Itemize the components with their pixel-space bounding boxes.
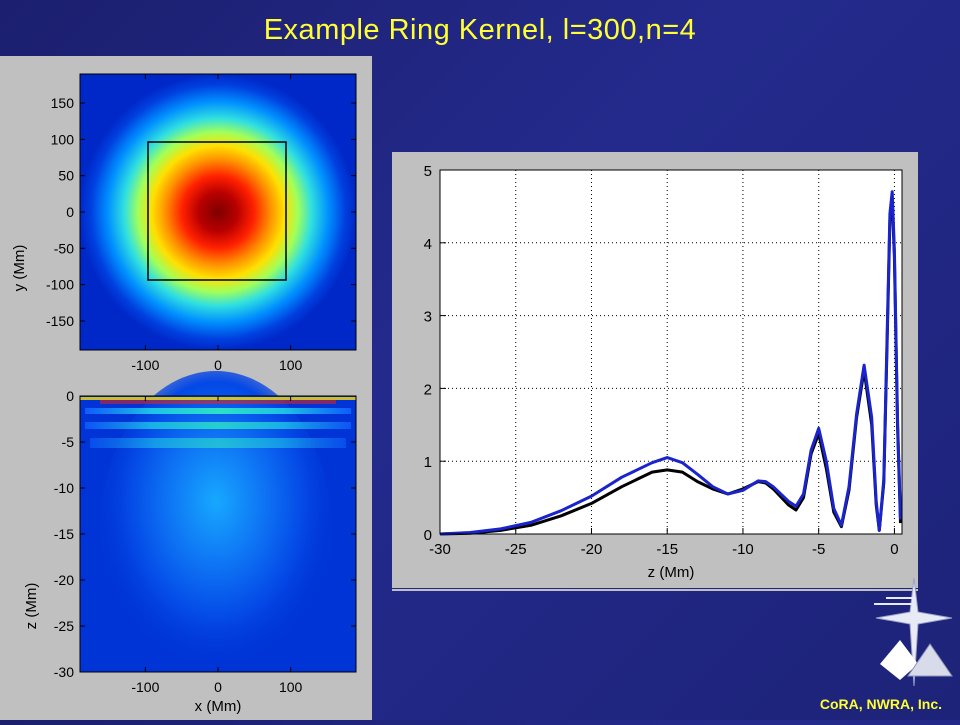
ytick-label: 2 (424, 381, 432, 398)
compass-star-logo-icon (874, 577, 953, 687)
top-heatmap-xticks: -100 0 100 (131, 74, 303, 373)
bottom-heatmap-ylabel: z (Mm) (23, 583, 40, 630)
bottom-heatmap-stripe-2 (85, 422, 351, 429)
xtick-label: -25 (505, 541, 527, 558)
left-figure-panel: 150 100 50 0 -50 -100 -150 -100 0 100 y (Mm) 0 -5… (0, 56, 372, 720)
footer-credit: CoRA, NWRA, Inc. (819, 696, 942, 712)
ytick-label: -150 (46, 313, 74, 329)
bottom-heatmap-xticks: -100 0 100 (131, 396, 303, 695)
top-heatmap-field (80, 74, 356, 350)
ytick-label: 1 (424, 454, 432, 471)
top-heatmap-ylabel: y (Mm) (11, 245, 28, 292)
ytick-label: -15 (54, 526, 74, 542)
ytick-label: 4 (424, 236, 432, 253)
ytick-label: 150 (51, 95, 75, 111)
line-chart-frame (439, 169, 903, 535)
compass-star-shape (875, 577, 953, 687)
ytick-label: 0 (66, 204, 74, 220)
xtick-label: -5 (812, 541, 825, 558)
bottom-heatmap-xlabel: x (Mm) (195, 698, 242, 715)
bottom-heatmap-blob (101, 371, 331, 681)
ytick-label: 100 (51, 131, 75, 147)
line-chart-xlabel: z (Mm) (648, 564, 695, 581)
xtick-label: -20 (581, 541, 603, 558)
line-chart-series (439, 190, 902, 536)
mountain-shape (907, 643, 953, 677)
ytick-label: 3 (424, 309, 432, 326)
page-title: Example Ring Kernel, l=300,n=4 (263, 14, 697, 46)
ytick-label: -5 (62, 434, 75, 450)
xtick-label: 0 (214, 679, 222, 695)
ytick-label: 0 (66, 388, 74, 404)
xtick-label: 0 (890, 541, 898, 558)
ytick-label: -25 (54, 618, 74, 634)
series-line-1 (439, 190, 902, 536)
ytick-label: -10 (54, 480, 74, 496)
xtick-label: -100 (131, 679, 159, 695)
xtick-label: -15 (656, 541, 678, 558)
arrow-shape (880, 640, 918, 680)
xtick-label: 100 (279, 357, 303, 373)
bottom-heatmap: 0 -5 -10 -15 -20 -25 -30 -100 0 100 z (Mm) x (Mm… (23, 371, 357, 715)
bottom-heatmap-yticks: 0 -5 -10 -15 -20 -25 -30 (54, 388, 356, 680)
bottom-heatmap-stripe-1 (85, 408, 351, 414)
panel-underline (392, 589, 918, 591)
ytick-label: -20 (54, 572, 74, 588)
ytick-label: 5 (424, 163, 432, 180)
xtick-label: -100 (131, 357, 159, 373)
ytick-label: 0 (424, 527, 432, 544)
top-heatmap-yticks: 150 100 50 0 -50 -100 -150 (46, 95, 356, 329)
xtick-label: -30 (429, 541, 451, 558)
line-chart-yticks: 0 1 2 3 4 5 (424, 163, 446, 544)
ytick-label: -100 (46, 277, 74, 293)
xtick-label: 0 (214, 357, 222, 373)
ytick-label: -30 (54, 664, 74, 680)
bottom-heatmap-red-stripe (100, 400, 336, 404)
xtick-label: -10 (732, 541, 754, 558)
line-chart-plot-area (440, 170, 902, 534)
ytick-label: 50 (58, 168, 74, 184)
xtick-label: 100 (279, 679, 303, 695)
top-heatmap-box (147, 141, 287, 281)
arrow-mountain-icon (880, 640, 953, 680)
top-heatmap: 150 100 50 0 -50 -100 -150 -100 0 100 y (Mm) (11, 73, 357, 373)
ytick-label: -50 (54, 240, 74, 256)
line-chart-xticks: -30 -25 -20 -15 -10 -5 0 (429, 528, 899, 558)
right-figure-panel: 0 1 2 3 4 5 -30 -25 -20 -15 -10 -5 0 z (Mm) (392, 152, 918, 588)
bottom-heatmap-stripe-3 (90, 438, 346, 448)
kernel-line-chart: 0 1 2 3 4 5 -30 -25 -20 -15 -10 -5 0 z (Mm) (424, 163, 903, 581)
